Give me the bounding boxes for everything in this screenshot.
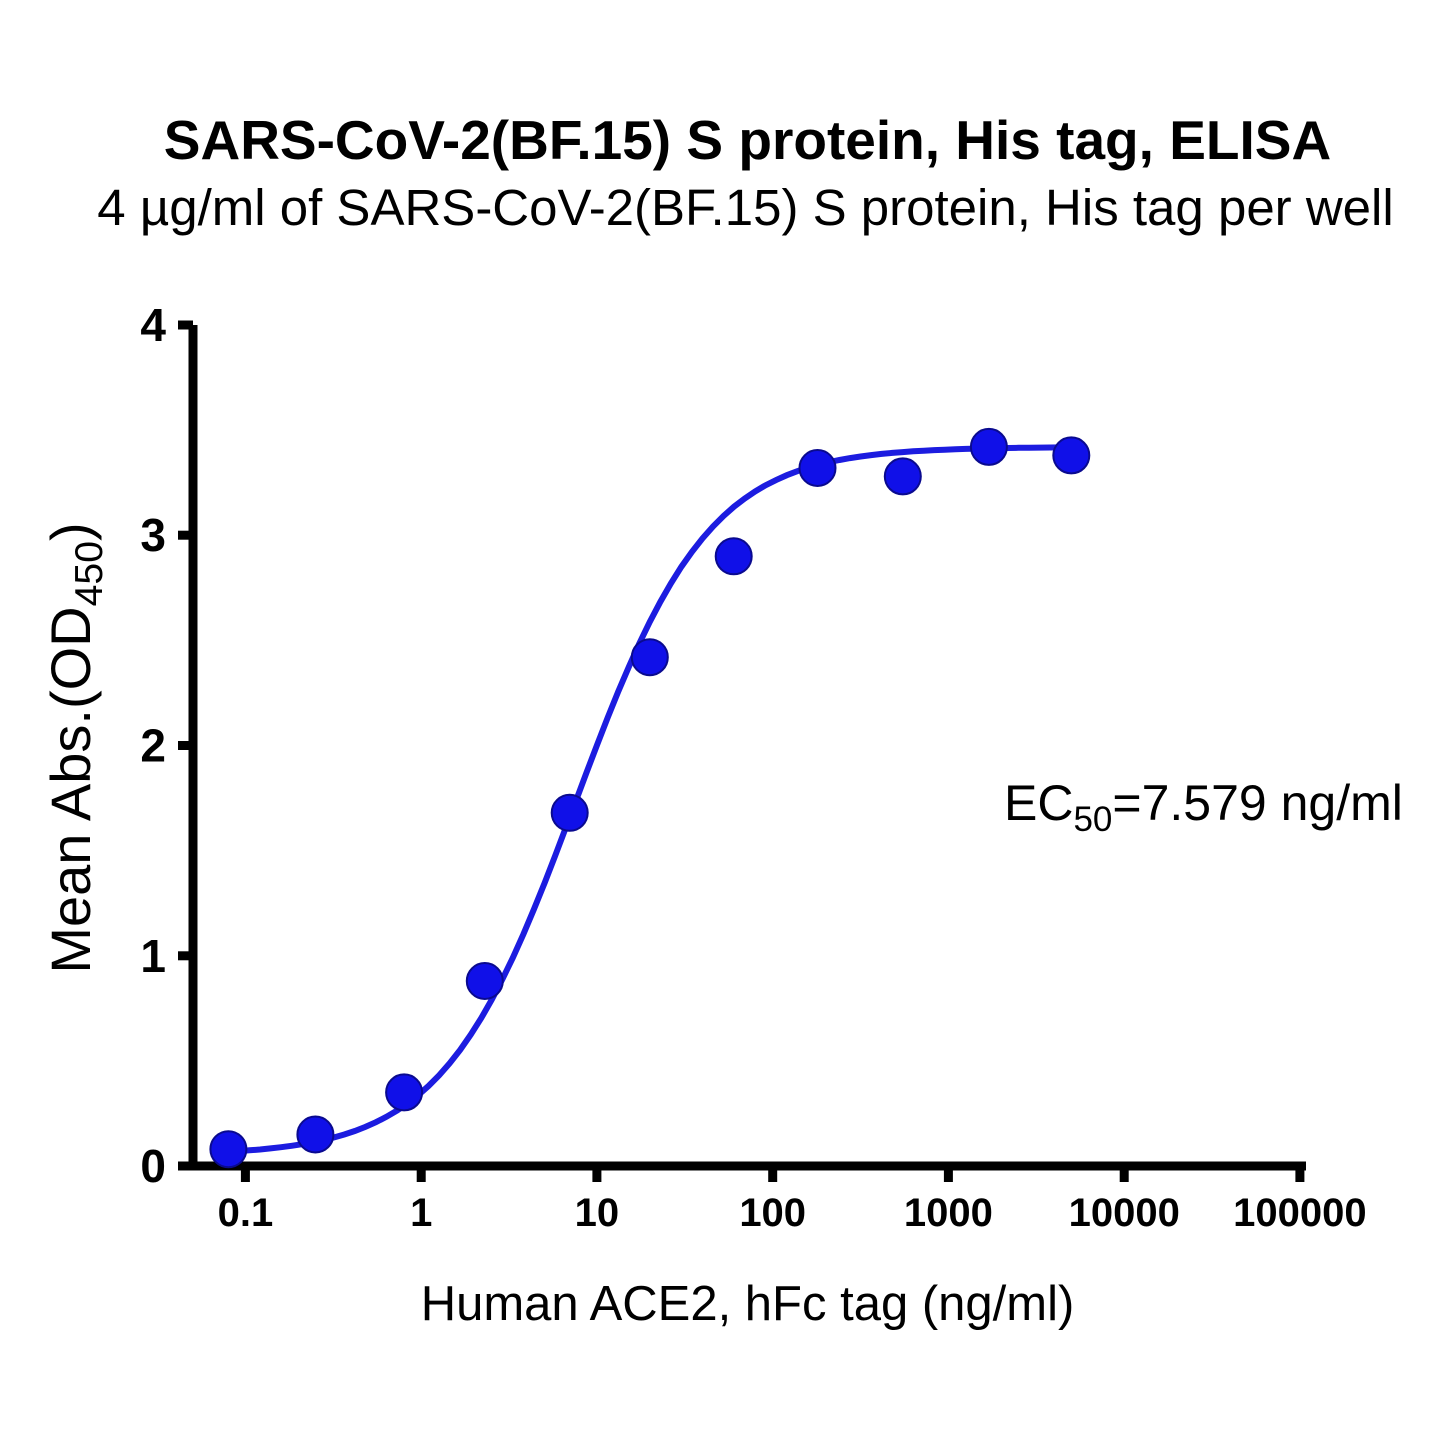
svg-text:3: 3	[140, 509, 166, 561]
svg-text:10000: 10000	[1069, 1191, 1180, 1235]
svg-text:100000: 100000	[1233, 1191, 1366, 1235]
svg-text:10: 10	[575, 1191, 620, 1235]
svg-text:1: 1	[410, 1191, 432, 1235]
svg-text:100: 100	[739, 1191, 806, 1235]
svg-text:4: 4	[140, 299, 166, 351]
svg-text:1000: 1000	[904, 1191, 993, 1235]
svg-text:1: 1	[140, 930, 166, 982]
svg-text:2: 2	[140, 720, 166, 772]
svg-text:0: 0	[140, 1140, 166, 1192]
svg-text:0.1: 0.1	[218, 1191, 274, 1235]
